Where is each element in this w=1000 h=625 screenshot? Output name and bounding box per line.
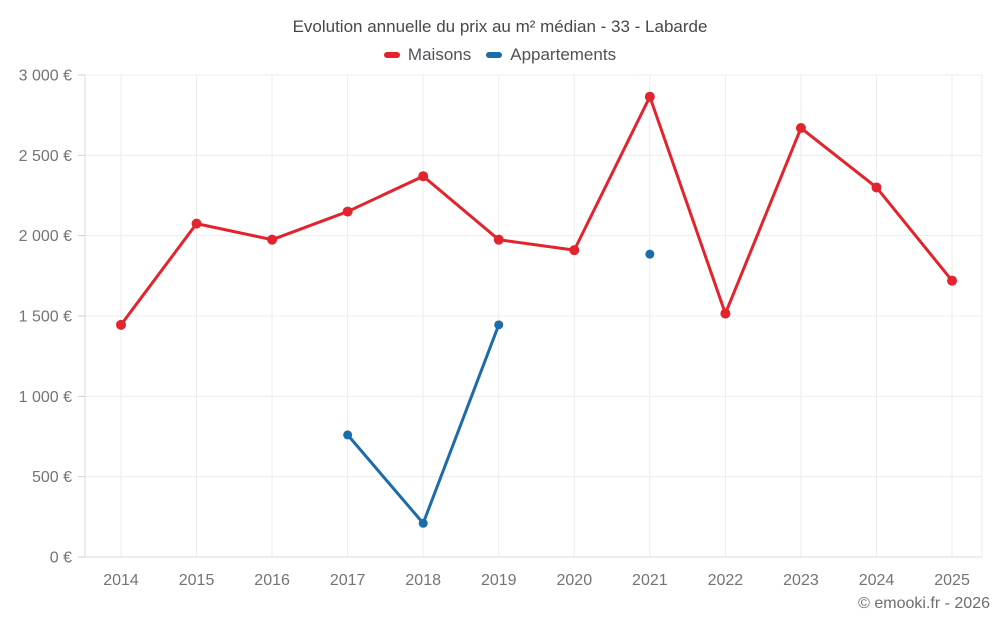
x-axis-label: 2014	[103, 572, 139, 589]
data-point-maisons-2024	[871, 182, 882, 193]
x-axis-label: 2021	[632, 572, 668, 589]
x-axis-label: 2017	[330, 572, 366, 589]
x-axis-label: 2019	[481, 572, 517, 589]
x-axis-label: 2015	[179, 572, 215, 589]
data-point-maisons-2019	[493, 234, 504, 245]
data-point-appartements-2019	[494, 320, 504, 330]
data-point-maisons-2018	[418, 171, 429, 182]
x-axis-label: 2023	[783, 572, 819, 589]
data-point-maisons-2023	[795, 123, 806, 134]
x-axis-label: 2020	[557, 572, 593, 589]
y-axis-label: 500 €	[32, 469, 72, 486]
y-axis-label: 2 000 €	[19, 228, 72, 245]
y-axis-label: 3 000 €	[19, 68, 72, 85]
y-axis-label: 1 000 €	[19, 389, 72, 406]
legend-label-maisons: Maisons	[407, 45, 472, 64]
maisons-series-swatch-icon	[383, 52, 400, 58]
data-point-appartements-2018	[418, 518, 428, 528]
x-axis-label: 2024	[859, 572, 895, 589]
x-axis-label: 2016	[254, 572, 290, 589]
data-point-maisons-2016	[267, 234, 278, 245]
legend-item-appartements[interactable]: Appartements	[486, 45, 616, 65]
legend-label-appartements: Appartements	[510, 45, 617, 64]
data-point-appartements-2017	[343, 430, 353, 440]
appartements-series-swatch-icon	[486, 52, 503, 58]
data-point-maisons-2017	[342, 206, 353, 217]
legend-item-maisons[interactable]: Maisons	[383, 45, 472, 65]
data-point-maisons-2025	[947, 275, 958, 286]
chart-title: Evolution annuelle du prix au m² médian …	[292, 17, 708, 36]
series-line-maisons	[119, 95, 954, 327]
data-point-maisons-2020	[569, 245, 580, 256]
data-point-maisons-2021	[644, 91, 655, 102]
credit-footer: © emooki.fr - 2026	[858, 595, 990, 612]
y-axis-label: 0 €	[50, 550, 72, 567]
data-point-maisons-2022	[720, 308, 731, 319]
y-axis-label: 1 500 €	[19, 309, 72, 326]
data-point-appartements-2021	[645, 249, 655, 259]
x-axis-label: 2025	[934, 572, 970, 589]
y-axis-label: 2 500 €	[19, 148, 72, 165]
data-point-maisons-2014	[116, 319, 126, 330]
legend: Maisons Appartements	[0, 45, 1000, 65]
x-axis-label: 2022	[708, 572, 744, 589]
x-axis-label: 2018	[405, 572, 441, 589]
data-point-maisons-2015	[191, 218, 202, 229]
